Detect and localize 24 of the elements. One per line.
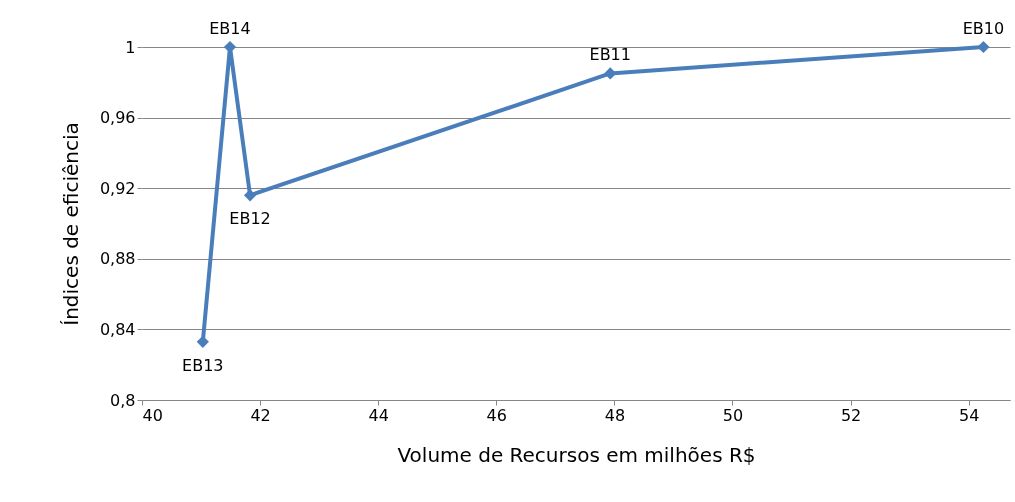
- y-tick-label: 0,84: [99, 319, 136, 339]
- y-tick-label: 1: [125, 37, 136, 57]
- x-tick-label: 48: [604, 405, 626, 425]
- annotation: EB12: [229, 209, 271, 229]
- y-tick-label: 0,92: [99, 178, 136, 198]
- annotation: EB14: [209, 19, 251, 38]
- y-tick-label: 0,96: [99, 108, 136, 128]
- point: [196, 335, 209, 348]
- x-tick-label: 44: [368, 405, 389, 425]
- annotation: EB10: [962, 19, 1005, 38]
- y-tick-label: 0,8: [110, 390, 136, 410]
- x-axis-title: Volume de Recursos em milhões R$: [397, 442, 756, 467]
- x-tick-label: 46: [486, 405, 507, 425]
- y-tick-label: 0,88: [99, 249, 136, 269]
- point: [243, 189, 257, 202]
- x-tick-label: 42: [250, 405, 271, 425]
- annotation: EB11: [589, 45, 631, 65]
- x-tick-label: 40: [142, 405, 163, 425]
- x-tick-label: 54: [958, 405, 980, 425]
- y-axis-title: Índices de eficiência: [58, 122, 83, 326]
- point: [977, 40, 990, 54]
- annotation: EB13: [182, 355, 224, 375]
- x-tick-label: 52: [840, 405, 862, 425]
- x-tick-label: 50: [722, 405, 744, 425]
